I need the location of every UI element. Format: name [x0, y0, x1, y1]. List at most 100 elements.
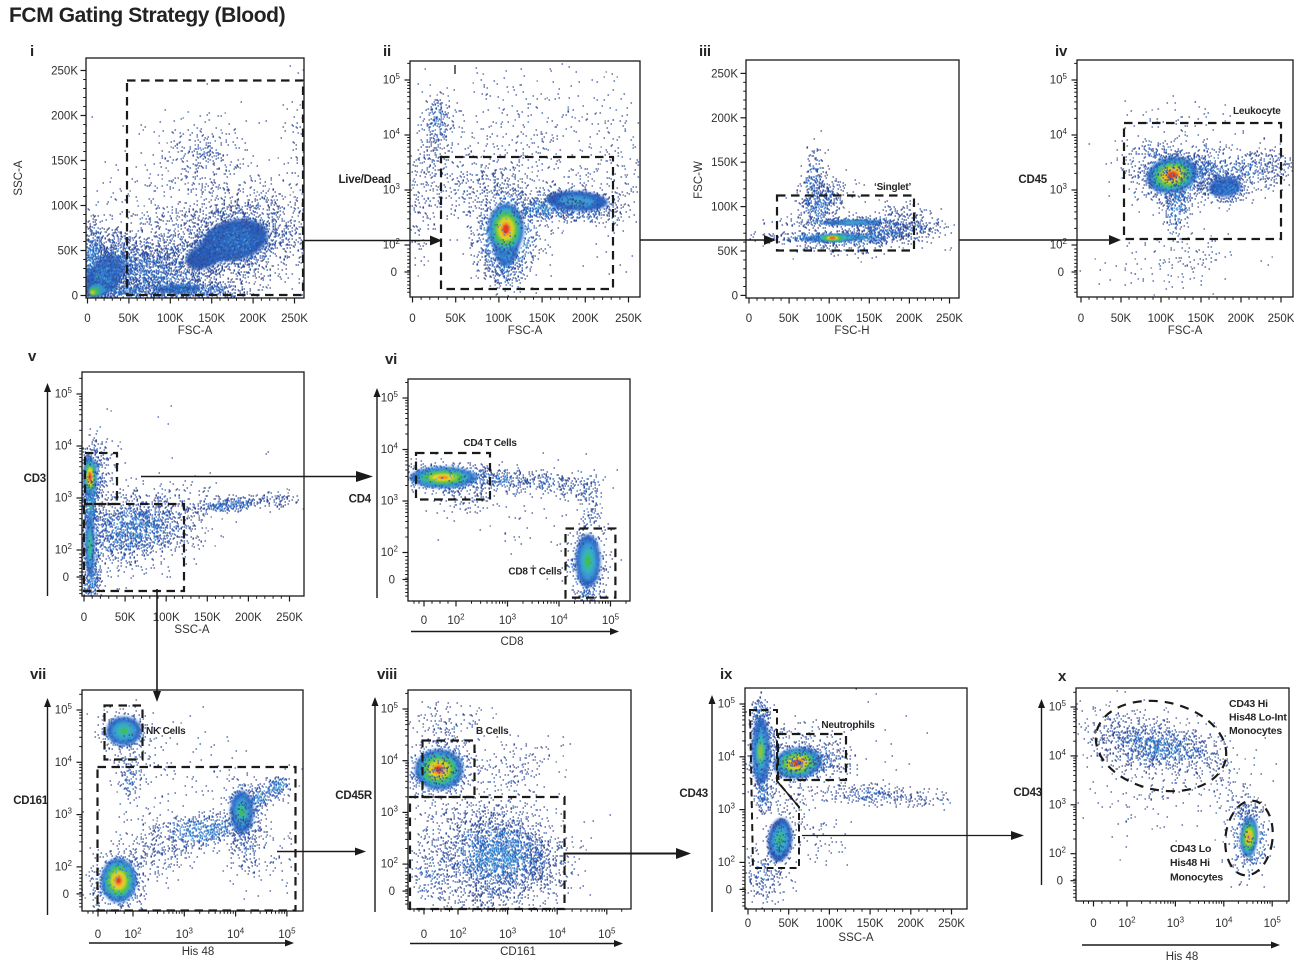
svg-text:0: 0 — [745, 918, 751, 930]
svg-text:0: 0 — [746, 313, 752, 325]
svg-text:100K: 100K — [153, 612, 180, 624]
svg-text:CD161: CD161 — [13, 795, 49, 807]
svg-text:FSC-W: FSC-W — [693, 161, 705, 199]
svg-text:150K: 150K — [856, 313, 883, 325]
svg-text:200K: 200K — [240, 313, 267, 325]
svg-text:x: x — [1058, 668, 1067, 685]
svg-text:0: 0 — [81, 612, 87, 624]
svg-text:0: 0 — [63, 889, 69, 901]
svg-text:150K: 150K — [198, 313, 225, 325]
svg-text:FSC-A: FSC-A — [1168, 325, 1203, 337]
svg-text:250K: 250K — [276, 612, 303, 624]
svg-text:0: 0 — [409, 313, 415, 325]
svg-text:FSC-A: FSC-A — [178, 325, 213, 337]
svg-text:v: v — [28, 348, 37, 365]
svg-text:100K: 100K — [157, 313, 184, 325]
svg-text:100K: 100K — [51, 201, 78, 213]
svg-text:0: 0 — [63, 572, 69, 584]
svg-text:50K: 50K — [115, 612, 136, 624]
svg-text:Neutrophils: Neutrophils — [821, 720, 875, 731]
svg-text:CD161: CD161 — [500, 946, 536, 958]
svg-text:SSC-A: SSC-A — [838, 932, 873, 944]
svg-text:250K: 250K — [711, 68, 738, 80]
svg-text:100K: 100K — [816, 313, 843, 325]
svg-text:FSC-A: FSC-A — [508, 325, 543, 337]
svg-text:50K: 50K — [445, 313, 466, 325]
svg-text:SSC-A: SSC-A — [13, 160, 25, 195]
svg-text:Leukocyte: Leukocyte — [1233, 106, 1281, 117]
svg-text:100K: 100K — [711, 202, 738, 214]
svg-text:0: 0 — [95, 929, 101, 941]
svg-text:50K: 50K — [779, 313, 800, 325]
svg-text:CD45: CD45 — [1018, 174, 1047, 186]
svg-text:His 48: His 48 — [1166, 951, 1199, 963]
svg-text:0: 0 — [1058, 267, 1064, 279]
svg-text:iv: iv — [1055, 43, 1068, 60]
svg-text:B Cells: B Cells — [476, 726, 509, 737]
svg-text:viii: viii — [377, 666, 397, 683]
svg-text:SSC-A: SSC-A — [174, 624, 209, 636]
svg-text:100K: 100K — [1148, 313, 1175, 325]
svg-text:250K: 250K — [281, 313, 308, 325]
svg-text:His 48: His 48 — [182, 946, 215, 958]
svg-text:150K: 150K — [857, 918, 884, 930]
svg-text:FCM Gating Strategy (Blood): FCM Gating Strategy (Blood) — [9, 4, 285, 27]
svg-text:Monocytes: Monocytes — [1170, 872, 1223, 884]
svg-text:CD43 Hi: CD43 Hi — [1229, 698, 1268, 710]
svg-text:50K: 50K — [718, 246, 739, 258]
svg-text:CD43 Lo: CD43 Lo — [1170, 843, 1211, 855]
svg-text:FSC-H: FSC-H — [834, 325, 869, 337]
svg-text:His48 Lo-Int: His48 Lo-Int — [1229, 712, 1287, 724]
svg-text:CD4: CD4 — [349, 494, 372, 506]
svg-text:0: 0 — [1057, 876, 1063, 888]
svg-text:0: 0 — [389, 886, 395, 898]
svg-text:Monocytes: Monocytes — [1229, 725, 1282, 737]
svg-text:CD8 T Cells: CD8 T Cells — [508, 567, 562, 578]
svg-text:150K: 150K — [1188, 313, 1215, 325]
svg-text:CD4 T Cells: CD4 T Cells — [463, 438, 517, 449]
svg-text:CD43: CD43 — [1013, 787, 1042, 799]
svg-text:250K: 250K — [938, 918, 965, 930]
svg-text:200K: 200K — [1228, 313, 1255, 325]
svg-text:150K: 150K — [194, 612, 221, 624]
svg-text:0: 0 — [726, 884, 732, 896]
svg-text:CD8: CD8 — [500, 636, 523, 648]
svg-text:iii: iii — [699, 43, 711, 60]
svg-text:250K: 250K — [936, 313, 963, 325]
svg-text:200K: 200K — [51, 111, 78, 123]
svg-text:200K: 200K — [896, 313, 923, 325]
svg-text:50K: 50K — [58, 246, 79, 258]
svg-text:100K: 100K — [485, 313, 512, 325]
svg-text:200K: 200K — [572, 313, 599, 325]
svg-text:0: 0 — [1090, 918, 1096, 930]
svg-text:NK Cells: NK Cells — [146, 726, 186, 737]
svg-text:0: 0 — [732, 290, 738, 302]
svg-text:50K: 50K — [778, 918, 799, 930]
svg-text:‘Singlet’: ‘Singlet’ — [874, 182, 912, 193]
svg-text:250K: 250K — [51, 66, 78, 78]
svg-text:250K: 250K — [615, 313, 642, 325]
svg-text:Live/Dead: Live/Dead — [338, 174, 391, 186]
svg-text:200K: 200K — [711, 113, 738, 125]
svg-text:CD45R: CD45R — [335, 790, 373, 802]
svg-text:ii: ii — [383, 43, 391, 60]
svg-text:ix: ix — [720, 666, 733, 683]
svg-text:200K: 200K — [235, 612, 262, 624]
svg-text:0: 0 — [1078, 313, 1084, 325]
svg-text:250K: 250K — [1268, 313, 1295, 325]
svg-text:0: 0 — [389, 575, 395, 587]
svg-text:0: 0 — [421, 615, 427, 627]
svg-text:0: 0 — [72, 291, 78, 303]
svg-text:CD3: CD3 — [24, 473, 46, 485]
svg-text:His48 Hi: His48 Hi — [1170, 857, 1210, 869]
svg-text:150K: 150K — [529, 313, 556, 325]
svg-text:i: i — [30, 43, 34, 60]
svg-text:100K: 100K — [816, 918, 843, 930]
svg-text:50K: 50K — [119, 313, 140, 325]
svg-text:0: 0 — [421, 929, 427, 941]
svg-text:50K: 50K — [1111, 313, 1132, 325]
svg-text:200K: 200K — [897, 918, 924, 930]
svg-text:vii: vii — [30, 666, 46, 683]
svg-text:0: 0 — [84, 313, 90, 325]
svg-text:0: 0 — [391, 267, 397, 279]
